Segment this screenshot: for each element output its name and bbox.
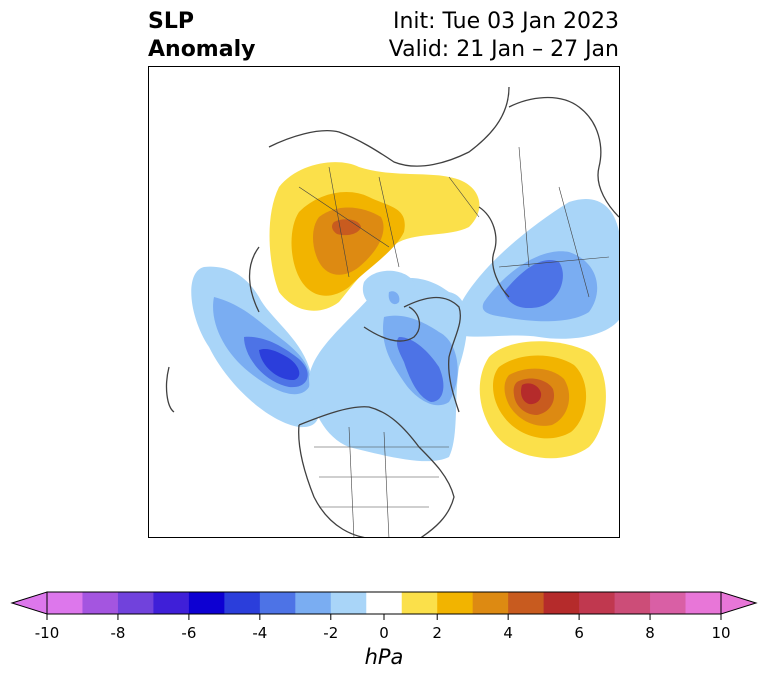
- colorbar: [10, 591, 758, 620]
- colorbar-bin: [685, 592, 722, 614]
- colorbar-tick-label: -8: [110, 624, 126, 642]
- colorbar-bin: [401, 592, 438, 614]
- anomaly-low-ne-pacific: [191, 266, 319, 428]
- title-variable: SLP: [148, 9, 194, 34]
- anomaly-low-canada: [309, 277, 468, 462]
- colorbar-extend-low: [10, 591, 48, 615]
- colorbar-bin: [437, 592, 474, 614]
- colorbar-tick-label: 8: [645, 624, 655, 642]
- colorbar-bin: [82, 592, 119, 614]
- colorbar-tick-label: 0: [379, 624, 389, 642]
- colorbar-tick-label: -10: [34, 624, 60, 642]
- colorbar-bin: [614, 592, 651, 614]
- map-canvas: [165, 86, 619, 537]
- colorbar-tick-label: -6: [181, 624, 197, 642]
- map-title: SLP Anomaly: [148, 8, 255, 64]
- title-subtitle: Anomaly: [148, 37, 256, 62]
- colorbar-bin: [508, 592, 545, 614]
- colorbar-bin: [117, 592, 154, 614]
- anomaly-high-atlantic: [479, 341, 606, 459]
- colorbar-bins: [47, 592, 722, 614]
- colorbar-tick-label: 2: [432, 624, 442, 642]
- colorbar-bin: [259, 592, 296, 614]
- map-dates: Init: Tue 03 Jan 2023 Valid: 21 Jan – 27…: [389, 8, 619, 64]
- anomaly-low-east-asia: [447, 199, 619, 339]
- colorbar-extend-high: [720, 591, 758, 615]
- colorbar-tick-label: -4: [252, 624, 268, 642]
- colorbar-tick-label: 4: [503, 624, 513, 642]
- colorbar-bin: [295, 592, 332, 614]
- colorbar-tick-label: -2: [323, 624, 339, 642]
- valid-dates: Valid: 21 Jan – 27 Jan: [388, 37, 619, 62]
- colorbar-bin: [153, 592, 190, 614]
- colorbar-bin: [330, 592, 367, 614]
- colorbar-bin: [472, 592, 509, 614]
- colorbar-tick-label: 6: [574, 624, 584, 642]
- colorbar-bin: [47, 592, 83, 614]
- political-borders: [298, 146, 610, 537]
- colorbar-bin: [224, 592, 261, 614]
- colorbar-bin: [188, 592, 225, 614]
- anomaly-high-europe: [269, 162, 480, 311]
- colorbar-tick-label: 10: [711, 624, 731, 642]
- anomaly-low-arctic: [362, 270, 415, 312]
- colorbar-ticks: [46, 614, 722, 620]
- colorbar-bin: [366, 592, 403, 614]
- colorbar-units: hPa: [364, 645, 404, 669]
- colorbar-bin: [579, 592, 616, 614]
- colorbar-bin: [543, 592, 580, 614]
- colorbar-bin: [650, 592, 687, 614]
- init-date: Init: Tue 03 Jan 2023: [392, 9, 619, 34]
- slp-anomaly-map: [148, 66, 620, 538]
